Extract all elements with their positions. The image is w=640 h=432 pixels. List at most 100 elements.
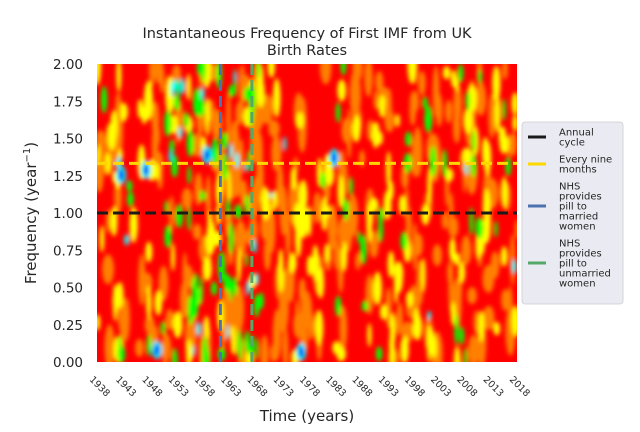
heatmap-cell	[290, 167, 297, 190]
heatmap-cell	[441, 211, 449, 230]
heatmap-cell	[187, 206, 192, 231]
heatmap-cell	[385, 287, 392, 328]
heatmap-cell	[357, 231, 361, 244]
legend-entry-1-label: Annual	[559, 128, 594, 139]
heatmap-cell	[478, 310, 485, 343]
heatmap-cell	[429, 146, 437, 177]
heatmap-cell	[421, 258, 426, 292]
heatmap-cell	[488, 93, 496, 139]
heatmap-cell	[482, 188, 491, 224]
heatmap-cell	[435, 93, 443, 127]
heatmap-cell	[431, 336, 437, 359]
heatmap-cell	[101, 85, 108, 114]
heatmap-cell	[338, 217, 350, 248]
heatmap-cell	[412, 313, 423, 341]
heatmap-cell	[445, 99, 453, 124]
heatmap-cell	[509, 233, 516, 286]
heatmap-cell	[145, 241, 153, 263]
heatmap-cell	[192, 223, 202, 240]
legend-entry-3-label: NHS	[559, 182, 580, 193]
heatmap-cell	[384, 109, 395, 133]
heatmap-cell	[373, 91, 379, 110]
heatmap-cell	[199, 190, 206, 202]
heatmap-cell	[175, 203, 183, 228]
heatmap-cell	[337, 79, 347, 102]
heatmap-cell	[254, 272, 259, 286]
heatmap-cell	[454, 314, 459, 346]
heatmap-cell	[395, 114, 400, 127]
heatmap-cell	[369, 230, 379, 258]
heatmap-cell	[180, 78, 185, 95]
heatmap-cell	[211, 281, 218, 296]
heatmap-cell	[465, 90, 471, 111]
heatmap-cell	[471, 131, 476, 153]
heatmap-cell	[104, 324, 115, 362]
svg-text:Frequency (year−1): Frequency (year−1)	[22, 142, 40, 284]
heatmap-cell	[158, 265, 169, 301]
heatmap-cell	[448, 263, 454, 314]
heatmap-cell	[204, 149, 210, 161]
heatmap-cell	[268, 120, 280, 138]
heatmap-cell	[317, 267, 325, 299]
heatmap-cell	[217, 299, 224, 332]
heatmap-cell	[278, 261, 284, 293]
legend-entry-4-label: NHS	[559, 239, 580, 250]
heatmap-cell	[378, 218, 383, 243]
heatmap-cell	[396, 302, 403, 336]
heatmap-cell	[463, 347, 468, 362]
heatmap-cell	[346, 109, 352, 159]
heatmap-cell	[187, 166, 192, 185]
heatmap-cell	[235, 102, 243, 126]
heatmap-cell	[393, 261, 404, 286]
heatmap-cell	[233, 276, 238, 296]
heatmap-cell	[467, 287, 477, 305]
heatmap-cell	[469, 207, 474, 236]
heatmap-cell	[298, 346, 304, 358]
heatmap-cell	[406, 291, 414, 308]
heatmap-cell	[223, 273, 231, 293]
heatmap-cell	[228, 85, 236, 98]
x-tick-label: 1968	[244, 374, 269, 399]
heatmap-cell	[475, 217, 484, 239]
heatmap-cell	[203, 316, 210, 340]
heatmap-cell	[255, 337, 259, 361]
heatmap-cell	[282, 326, 289, 362]
heatmap-cell	[490, 251, 500, 279]
heatmap-cell	[154, 290, 163, 316]
heatmap-cell	[170, 243, 175, 271]
heatmap-cell	[243, 86, 252, 102]
heatmap-cell	[160, 321, 166, 335]
heatmap-cell	[253, 294, 260, 318]
heatmap-cell	[260, 187, 271, 221]
x-tick-label: 1993	[376, 374, 401, 399]
heatmap-cell	[450, 70, 457, 88]
heatmap-cell	[170, 81, 175, 97]
heatmap-cell	[164, 200, 169, 214]
heatmap-cell	[193, 272, 198, 292]
heatmap-cell	[311, 244, 319, 282]
legend-box	[521, 121, 624, 305]
heatmap-cell	[375, 71, 384, 93]
heatmap-cell	[197, 64, 202, 76]
y-axis-label: Frequency (year−1)	[22, 142, 40, 284]
x-tick-label: 2018	[507, 374, 532, 399]
heatmap-cell	[364, 64, 373, 97]
y-axis-ticks: 0.00 0.25 0.50 0.75 1.00 1.25 1.50 1.75 2.00	[53, 57, 83, 371]
heatmap-cell	[500, 176, 508, 209]
legend-entry-3-label: provides	[559, 192, 602, 203]
heatmap-cell	[408, 64, 418, 84]
heatmap-cell	[151, 101, 160, 138]
heatmap-cell	[126, 180, 133, 192]
heatmap-cell	[172, 64, 181, 85]
heatmap-cell	[146, 334, 152, 357]
heatmap-cell	[220, 132, 228, 150]
heatmap-cell	[234, 204, 242, 220]
x-tick-label: 1943	[113, 374, 138, 399]
heatmap-cell	[462, 147, 472, 165]
heatmap-cell	[296, 112, 304, 129]
x-tick-label: 1978	[297, 374, 322, 399]
heatmap-cell	[97, 64, 102, 86]
heatmap-cell	[320, 64, 332, 85]
heatmap-cell	[482, 137, 489, 167]
y-axis-label-sup: −1	[22, 148, 33, 163]
